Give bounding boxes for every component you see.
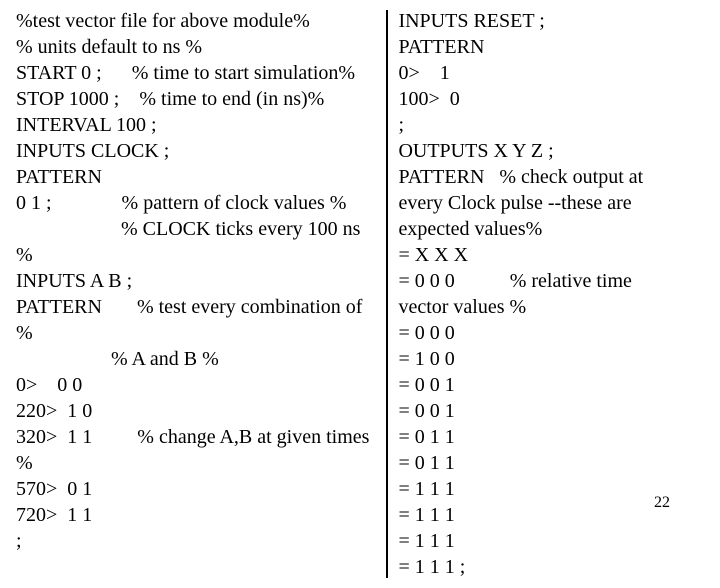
code-line: vector values % [398,294,704,320]
code-line: INTERVAL 100 ; [16,112,376,138]
code-line: ; [398,112,704,138]
code-line: INPUTS RESET ; [398,8,704,34]
code-line: STOP 1000 ; % time to end (in ns)% [16,86,376,112]
code-line: 220> 1 0 [16,398,376,424]
code-line: INPUTS A B ; [16,268,376,294]
code-line: 100> 0 [398,86,704,112]
code-line: expected values% [398,216,704,242]
code-line: %test vector file for above module% [16,8,376,34]
code-line: % [16,450,376,476]
code-line: 320> 1 1 % change A,B at given times [16,424,376,450]
code-line: = 0 0 0 [398,320,704,346]
page-number: 22 [654,494,670,512]
code-line: 0> 0 0 [16,372,376,398]
code-line: = 1 1 1 [398,528,704,554]
code-line: = 0 0 1 [398,398,704,424]
code-line: % [16,242,376,268]
code-line: = 0 1 1 [398,424,704,450]
code-line: PATTERN % test every combination of [16,294,376,320]
code-line: OUTPUTS X Y Z ; [398,138,704,164]
code-line: = 0 0 1 [398,372,704,398]
code-line: 570> 0 1 [16,476,376,502]
code-line: = 1 1 1 ; [398,554,704,580]
code-line: = X X X [398,242,704,268]
code-line: 720> 1 1 [16,502,376,528]
code-line: every Clock pulse --these are [398,190,704,216]
code-line: 0> 1 [398,60,704,86]
code-line: INPUTS CLOCK ; [16,138,376,164]
two-column-layout: %test vector file for above module% % un… [0,0,720,588]
code-line: START 0 ; % time to start simulation% [16,60,376,86]
code-line: % units default to ns % [16,34,376,60]
code-line: % CLOCK ticks every 100 ns [16,216,376,242]
code-line: = 0 1 1 [398,450,704,476]
code-line: = 1 0 0 [398,346,704,372]
left-column: %test vector file for above module% % un… [16,8,386,580]
code-line: % [16,320,376,346]
code-line: PATTERN [16,164,376,190]
code-line: ; [16,528,376,554]
code-line: % A and B % [16,346,376,372]
code-line: 0 1 ; % pattern of clock values % [16,190,376,216]
code-line: = 0 0 0 % relative time [398,268,704,294]
code-line: PATTERN [398,34,704,60]
code-line: PATTERN % check output at [398,164,704,190]
